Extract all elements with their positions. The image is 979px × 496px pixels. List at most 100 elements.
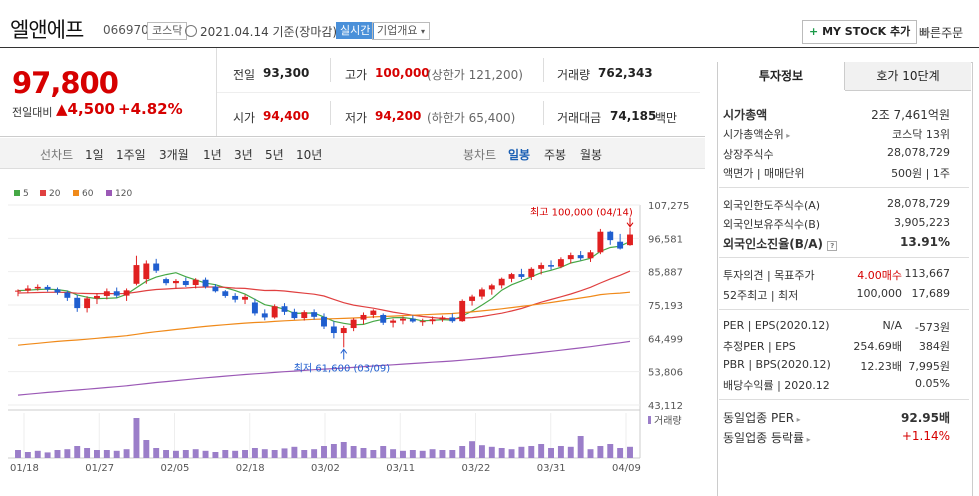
candle-body — [478, 289, 485, 297]
candle-weekly[interactable]: 주봉 — [544, 148, 567, 162]
volume-bar — [390, 449, 397, 458]
y-tick-label: 96,581 — [648, 234, 683, 245]
candle-body — [123, 290, 130, 296]
candle-body — [330, 326, 337, 334]
shares-label: 상장주식수 — [723, 148, 774, 161]
volume-bar — [212, 452, 219, 458]
candle-body — [133, 265, 140, 284]
volume-bar — [291, 446, 298, 458]
legend-label: 20 — [49, 189, 61, 199]
volume-bar — [271, 450, 278, 458]
period-1w[interactable]: 1주일 — [116, 148, 146, 162]
volume-bar — [281, 448, 288, 458]
divider — [543, 101, 544, 125]
volume-bar — [74, 446, 81, 458]
candle-body — [261, 313, 268, 318]
stock-code: 066970 — [103, 23, 149, 37]
volume-bar — [123, 449, 130, 458]
low-label: 저가 — [345, 111, 368, 125]
sector-change-label[interactable]: 동일업종 등락률 ▸ — [723, 429, 811, 446]
my-stock-add-button[interactable]: + MY STOCK 추가 — [802, 20, 918, 44]
sector-per-label[interactable]: 동일업종 PER ▸ — [723, 409, 801, 426]
candle-body — [54, 289, 61, 293]
candle-body — [44, 286, 51, 290]
volume-bar — [548, 448, 554, 458]
x-tick-label: 03/22 — [462, 463, 491, 474]
volume-bar — [587, 449, 594, 458]
candle-body — [350, 319, 357, 329]
candle-body — [251, 302, 258, 314]
price-change-pct: +4.82% — [118, 100, 183, 118]
corp-info-dropdown[interactable]: 기업개요 ▾ — [372, 22, 430, 40]
stock-chart[interactable]: 5 20 60 120 107,275 96,581 85,887 75,193 64,499 5… — [0, 180, 705, 495]
period-3y[interactable]: 3년 — [234, 148, 253, 162]
candle-body — [24, 288, 31, 291]
volume-bar — [429, 449, 436, 458]
volume-bar — [617, 448, 624, 458]
help-icon[interactable]: ? — [827, 241, 838, 251]
ma-line-20 — [17, 270, 631, 320]
period-1y[interactable]: 1년 — [203, 148, 222, 162]
volume-bar — [202, 450, 209, 458]
dividend-label: 배당수익률 | 2020.12 — [723, 379, 830, 392]
realtime-button[interactable]: 실시간 — [336, 22, 375, 39]
candle-body — [597, 231, 604, 253]
candle-body — [548, 265, 554, 267]
caret-right-icon: ▸ — [804, 435, 811, 444]
row-divider — [217, 92, 700, 93]
dividend-value: 0.05% — [915, 377, 950, 390]
market-cap-rank-label[interactable]: 시가총액순위 ▸ — [723, 126, 790, 142]
candle-daily[interactable]: 일봉 — [508, 148, 531, 162]
volume-bar — [133, 418, 140, 458]
par-label: 액면가 | 매매단위 — [723, 167, 805, 180]
candle-body — [113, 291, 120, 296]
x-tick-label: 02/05 — [161, 463, 190, 474]
prev-close-value: 93,300 — [263, 66, 310, 80]
candle-body — [528, 268, 535, 277]
volume-bar — [182, 450, 189, 458]
volume-bar — [627, 446, 633, 458]
candle-body — [340, 328, 347, 334]
volume-bar — [163, 450, 170, 458]
volume-bar — [113, 450, 120, 458]
candle-chart-label: 봉차트 — [463, 148, 497, 162]
eps-value: -573원 — [914, 321, 950, 334]
legend-swatch — [14, 190, 20, 196]
candle-monthly[interactable]: 월봉 — [580, 148, 603, 162]
period-10y[interactable]: 10년 — [296, 148, 323, 162]
ma-line-5 — [17, 240, 631, 326]
candle-body — [409, 318, 416, 322]
candle-body — [222, 291, 229, 296]
period-bar — [0, 138, 705, 169]
period-1d[interactable]: 1일 — [85, 148, 104, 162]
pbr-value: 12.23배 — [860, 360, 902, 373]
period-5y[interactable]: 5년 — [265, 148, 284, 162]
volume-bar — [518, 446, 525, 458]
x-tick-label: 03/31 — [537, 463, 566, 474]
candle-body — [370, 310, 377, 315]
sector-change-value: +1.14% — [901, 429, 950, 443]
period-3m[interactable]: 3개월 — [159, 148, 189, 162]
high-value: 100,000 — [375, 66, 430, 80]
y-tick-label: 107,275 — [648, 201, 689, 212]
tab-orderbook[interactable]: 호가 10단계 — [845, 62, 971, 91]
market-cap-rank: 코스닥 13위 — [892, 128, 950, 141]
tab-invest-info[interactable]: 투자정보 — [718, 62, 845, 90]
candle-body — [182, 280, 189, 286]
candle-body — [607, 231, 614, 241]
candle-body — [242, 296, 248, 300]
my-stock-label: MY STOCK 추가 — [822, 25, 911, 38]
candle-body — [627, 234, 633, 246]
market-cap-label: 시가총액 — [723, 108, 768, 122]
volume-bar — [567, 446, 574, 458]
high-label: 고가 — [345, 68, 368, 82]
quick-order-button[interactable]: 빠른주문 — [919, 26, 964, 40]
volume-bar — [172, 450, 179, 458]
candle-body — [163, 279, 170, 284]
clock-icon — [185, 25, 197, 37]
candle-body — [508, 274, 515, 279]
upper-limit: (상한가 121,200) — [427, 68, 523, 82]
quote-date: 2021.04.14 기준(장마감) — [185, 23, 337, 40]
plus-icon: + — [809, 25, 819, 38]
rank-label-text: 시가총액순위 — [723, 128, 784, 141]
